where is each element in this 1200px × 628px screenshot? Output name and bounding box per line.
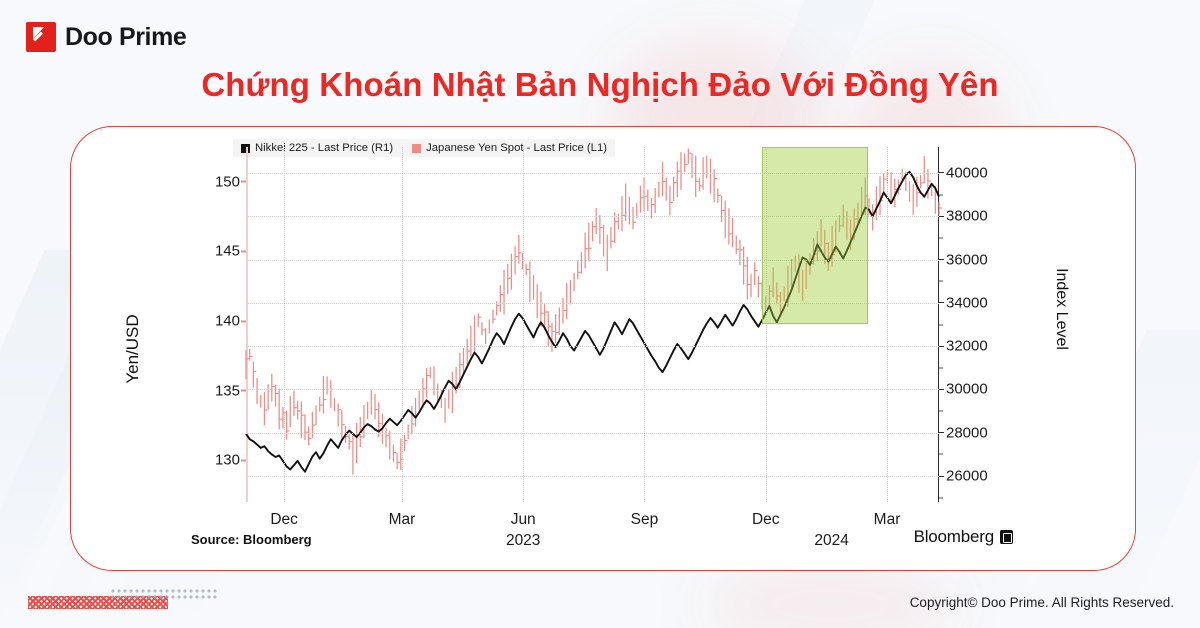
y-axis-left-tick-label: 145 bbox=[214, 242, 240, 260]
chart-area: Nikkei 225 - Last Price (R1) Japanese Ye… bbox=[71, 127, 1135, 570]
bloomberg-terminal-icon bbox=[1000, 530, 1013, 544]
gridline-vertical bbox=[644, 147, 646, 502]
decor-bar-grey bbox=[110, 588, 218, 601]
brand-name: Doo Prime bbox=[65, 22, 187, 51]
y-axis-right-tick-label: 38000 bbox=[946, 207, 988, 225]
y-axis-right-minor-tick bbox=[939, 280, 943, 282]
legend-label-yen: Japanese Yen Spot - Last Price (L1) bbox=[426, 142, 607, 154]
legend-label-nikkei: Nikkei 225 - Last Price (R1) bbox=[255, 142, 394, 154]
y-axis-left-tick-label: 135 bbox=[214, 382, 240, 400]
y-axis-right-tick-label: 32000 bbox=[946, 337, 988, 355]
brand-logo: Doo Prime bbox=[26, 22, 187, 52]
y-axis-right-minor-tick bbox=[939, 497, 943, 499]
y-axis-right-tick-label: 28000 bbox=[946, 424, 988, 442]
copyright-text: Copyright© Doo Prime. All Rights Reserve… bbox=[909, 595, 1174, 610]
y-axis-left-tick-label: 130 bbox=[214, 451, 240, 469]
y-axis-left-tick-label: 150 bbox=[214, 173, 240, 191]
y-axis-right-tick-label: 40000 bbox=[946, 164, 988, 182]
gridline-horizontal bbox=[246, 432, 939, 434]
gridline-vertical bbox=[523, 147, 525, 502]
y-axis-right-minor-tick bbox=[939, 410, 943, 412]
chart-card: Nikkei 225 - Last Price (R1) Japanese Ye… bbox=[70, 126, 1136, 571]
y-axis-right-tick-label: 36000 bbox=[946, 251, 988, 269]
nikkei-line bbox=[245, 170, 940, 473]
gridline-vertical bbox=[887, 147, 889, 502]
gridline-horizontal bbox=[246, 172, 939, 174]
gridline-horizontal bbox=[246, 259, 939, 261]
y-axis-right bbox=[937, 147, 939, 502]
legend-swatch-yen bbox=[412, 143, 422, 153]
y-axis-right-minor-tick bbox=[939, 453, 943, 455]
gridline-vertical bbox=[765, 147, 767, 502]
y-axis-right-tick-label: 34000 bbox=[946, 294, 988, 312]
gridline-vertical bbox=[401, 147, 403, 502]
y-axis-right-minor-tick bbox=[939, 194, 943, 196]
gridline-horizontal bbox=[246, 346, 939, 348]
highlight-box bbox=[762, 147, 869, 325]
y-axis-right-tick-label: 30000 bbox=[946, 380, 988, 398]
y-axis-right-minor-tick bbox=[939, 324, 943, 325]
x-axis-tick-label: Dec bbox=[751, 511, 780, 528]
legend-swatch-nikkei bbox=[241, 143, 250, 153]
x-axis-tick-label: Mar bbox=[873, 511, 901, 528]
x-axis-tick-label: Sep bbox=[630, 511, 659, 528]
bloomberg-attribution: Bloomberg bbox=[914, 527, 1013, 547]
gridline-horizontal bbox=[246, 389, 939, 391]
x-axis-tick-label: Dec bbox=[270, 511, 298, 528]
chart-legend: Nikkei 225 - Last Price (R1) Japanese Ye… bbox=[233, 139, 615, 157]
y-axis-right-minor-tick bbox=[939, 367, 943, 369]
doo-prime-flag-icon bbox=[26, 22, 56, 52]
y-axis-left-tick-label: 140 bbox=[214, 312, 240, 330]
gridline-horizontal bbox=[246, 302, 939, 304]
x-axis-tick-label: Jun bbox=[510, 511, 536, 528]
x-axis-year-label: 2024 bbox=[814, 532, 849, 549]
bloomberg-name: Bloomberg bbox=[913, 527, 995, 546]
chart-source: Source: Bloomberg bbox=[191, 532, 312, 547]
x-axis-year-label: 2023 bbox=[505, 532, 541, 549]
gridline-horizontal bbox=[246, 476, 939, 478]
y-axis-right-tick-label: 26000 bbox=[946, 467, 988, 485]
x-axis-tick-label: Mar bbox=[388, 511, 416, 528]
y-axis-left-label: Yen/USD bbox=[123, 313, 142, 384]
y-axis-left bbox=[246, 147, 248, 502]
plot-area: Dec Mar Jun Sep Dec Mar 2023 2024 130 135 140 145 15… bbox=[215, 147, 988, 549]
gridline-horizontal bbox=[246, 216, 939, 218]
y-axis-right-label: Index Level bbox=[1053, 268, 1070, 350]
legend-item-nikkei: Nikkei 225 - Last Price (R1) bbox=[241, 142, 393, 154]
gridline-vertical bbox=[284, 147, 286, 502]
y-axis-right-minor-tick bbox=[939, 237, 943, 239]
page-title: Chứng Khoán Nhật Bản Nghịch Đảo Với Đồng… bbox=[201, 66, 999, 103]
legend-item-yen: Japanese Yen Spot - Last Price (L1) bbox=[412, 142, 607, 154]
